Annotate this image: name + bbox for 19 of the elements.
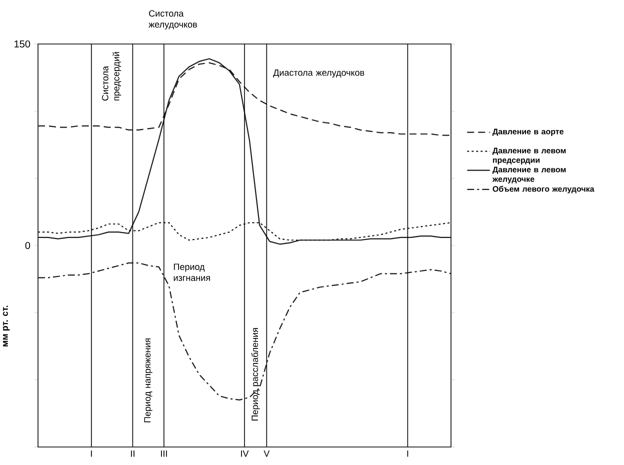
annotation: Систола предсердий <box>102 52 122 101</box>
text: IV <box>241 450 249 457</box>
legend-label: Давление в левом предсердии <box>492 148 566 164</box>
y-tick-label: 150 <box>14 40 30 48</box>
text: Систола желудочков <box>148 10 197 30</box>
text: I <box>90 450 92 457</box>
annotation: Период изгнания <box>174 264 210 281</box>
y-tick-label: 0 <box>25 242 30 250</box>
text: V <box>264 450 270 457</box>
annotation: Период расслабления <box>251 328 260 421</box>
text: II <box>131 450 134 457</box>
legend-label: Давление в левом желудочке <box>492 166 566 184</box>
annotation: Период напряжения <box>144 338 152 422</box>
text: I <box>407 450 408 457</box>
legend-label: Давление в аорте <box>492 128 564 136</box>
legend-label: Объем левого желудочка <box>492 186 594 194</box>
y-axis-title: мм рт. ст. <box>2 306 10 346</box>
text: III <box>161 450 167 457</box>
annotation: Диастола желудочков <box>273 70 364 78</box>
